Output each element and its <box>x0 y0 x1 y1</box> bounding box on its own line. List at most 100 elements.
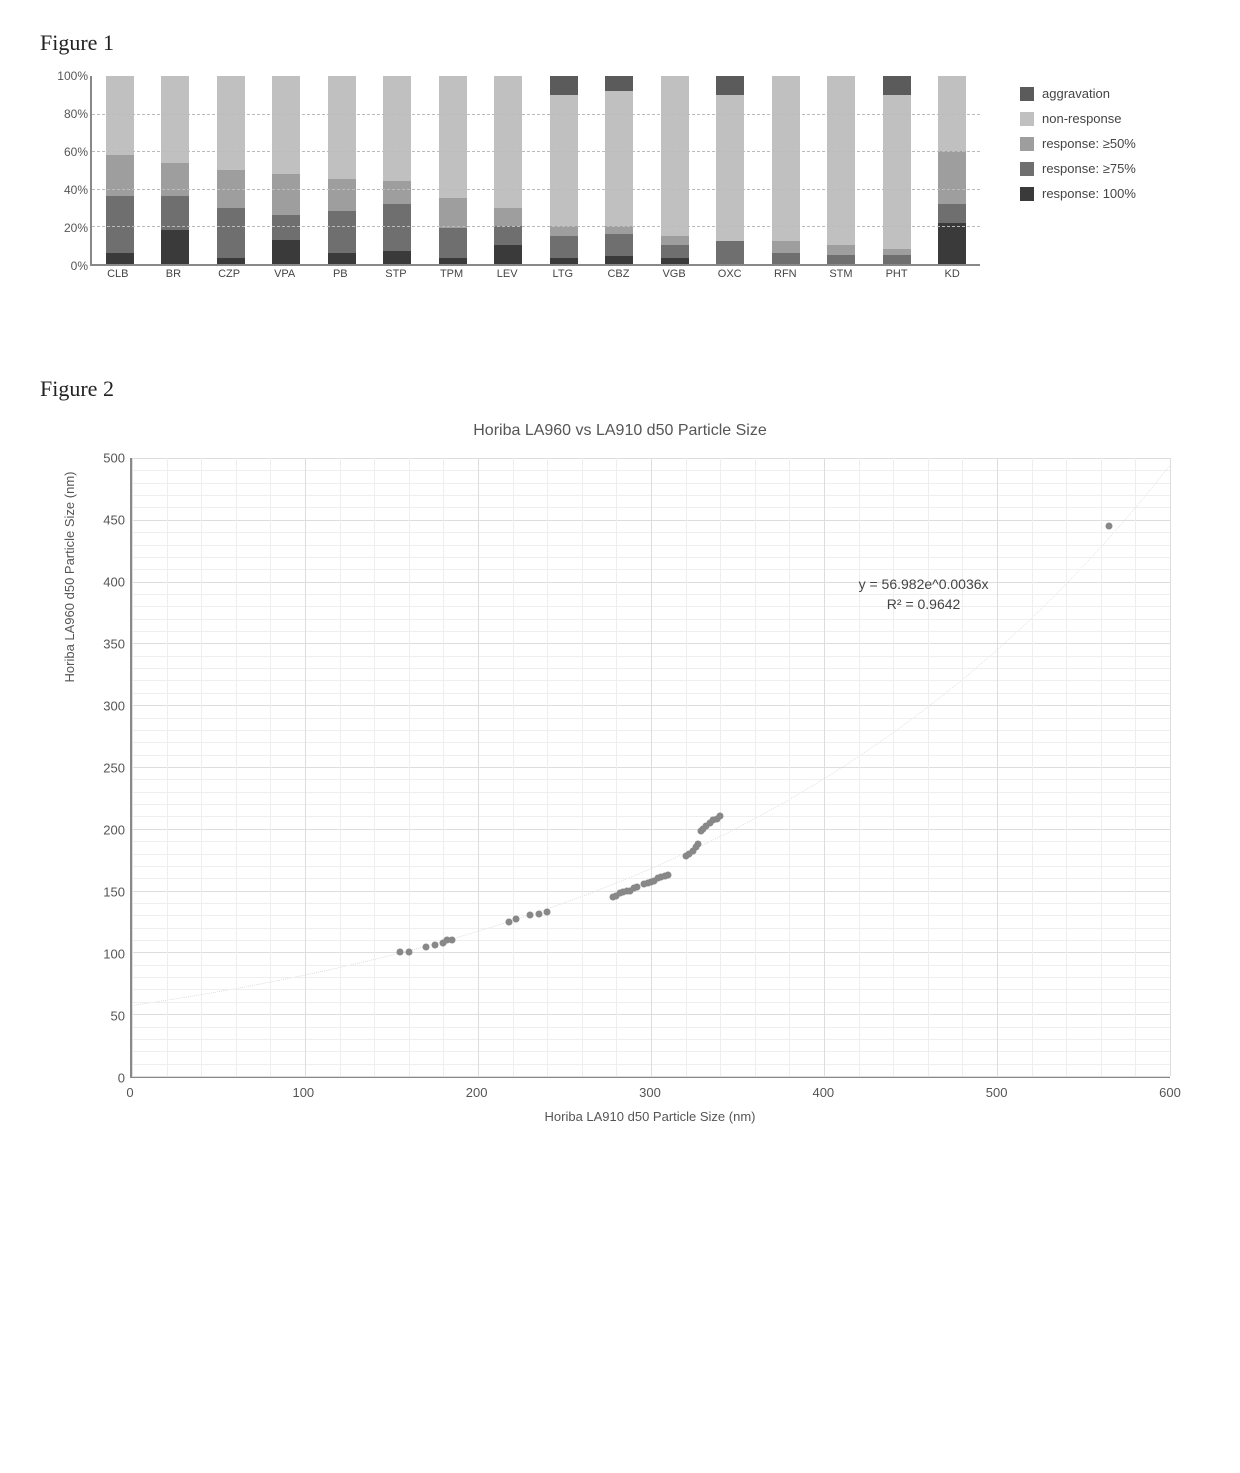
figure2-plot-area: y = 56.982e^0.0036xR² = 0.9642 <box>130 458 1170 1078</box>
figure1-bar-pb <box>328 76 356 264</box>
figure2-gridline <box>824 458 825 1076</box>
figure1-bar-pht <box>883 76 911 264</box>
figure1-xtick: OXC <box>716 268 744 296</box>
figure2-gridline-minor <box>755 458 756 1076</box>
figure2-ytick: 100 <box>70 947 125 962</box>
figure1-segment <box>161 163 189 197</box>
figure1-segment <box>827 76 855 245</box>
figure1-gridline <box>92 151 980 152</box>
figure1-bar-vgb <box>661 76 689 264</box>
figure1-xtick: PB <box>326 268 354 296</box>
figure2-gridline-minor <box>236 458 237 1076</box>
figure2-gridline <box>305 458 306 1076</box>
figure2-gridline-minor <box>1101 458 1102 1076</box>
figure2-xtick: 200 <box>466 1085 488 1100</box>
figure1-legend: aggravationnon-responseresponse: ≥50%res… <box>1020 76 1200 211</box>
figure2-data-point <box>513 916 520 923</box>
figure1-segment <box>328 76 356 179</box>
figure2-equation-line: R² = 0.9642 <box>859 595 989 615</box>
figure1-segment <box>605 91 633 226</box>
figure1-segment <box>272 174 300 215</box>
figure1-ytick: 100% <box>40 69 88 83</box>
figure2-gridline-minor <box>928 458 929 1076</box>
figure1-ytick: 80% <box>40 107 88 121</box>
figure1-segment <box>716 241 744 264</box>
figure1-segment <box>772 241 800 252</box>
figure1-bar-rfn <box>772 76 800 264</box>
figure1-bar-stp <box>383 76 411 264</box>
figure2-gridline-minor <box>616 458 617 1076</box>
figure1-xtick: PHT <box>883 268 911 296</box>
figure2-ytick: 350 <box>70 637 125 652</box>
figure1-segment <box>605 256 633 264</box>
figure1-segment <box>439 258 467 264</box>
figure2-ytick: 450 <box>70 513 125 528</box>
figure2-gridline-minor <box>789 458 790 1076</box>
figure1-segment <box>494 245 522 264</box>
figure2-gridline <box>651 458 652 1076</box>
figure2-gridline-minor <box>270 458 271 1076</box>
figure1-segment <box>106 76 134 155</box>
figure2-ytick: 200 <box>70 823 125 838</box>
figure2-data-point <box>544 908 551 915</box>
figure1-segment <box>661 76 689 236</box>
figure2-equation-line: y = 56.982e^0.0036x <box>859 575 989 595</box>
legend-swatch-icon <box>1020 187 1034 201</box>
figure2-data-point <box>1106 522 1113 529</box>
figure1-segment <box>605 76 633 91</box>
figure2-label: Figure 2 <box>40 376 1200 402</box>
figure1-xtick: BR <box>159 268 187 296</box>
figure1-chart: 0%20%40%60%80%100% CLBBRCZPVPAPBSTPTPMLE… <box>40 76 990 296</box>
figure2-gridline <box>132 458 133 1076</box>
figure1-segment <box>938 204 966 223</box>
figure1-gridline <box>92 226 980 227</box>
figure1-xtick: CBZ <box>604 268 632 296</box>
figure1-ytick: 40% <box>40 183 88 197</box>
figure2-xtick: 600 <box>1159 1085 1181 1100</box>
figure1-segment <box>938 223 966 264</box>
figure1-legend-item: response: ≥75% <box>1020 161 1200 176</box>
figure1-xtick: VPA <box>271 268 299 296</box>
figure2-xtick: 100 <box>292 1085 314 1100</box>
figure2-gridline-minor <box>547 458 548 1076</box>
legend-swatch-icon <box>1020 87 1034 101</box>
figure2-data-point <box>397 949 404 956</box>
figure1-segment <box>161 196 189 230</box>
figure1-segment <box>716 76 744 95</box>
figure1-xtick: VGB <box>660 268 688 296</box>
figure1-segment <box>383 181 411 204</box>
figure1-segment <box>716 95 744 242</box>
figure1-bar-cbz <box>605 76 633 264</box>
figure2-gridline-minor <box>720 458 721 1076</box>
figure1-label: Figure 1 <box>40 30 1200 56</box>
figure2-data-point <box>717 813 724 820</box>
figure2-xtick: 300 <box>639 1085 661 1100</box>
figure1-container: 0%20%40%60%80%100% CLBBRCZPVPAPBSTPTPMLE… <box>40 76 1200 296</box>
figure1-xtick: LTG <box>549 268 577 296</box>
figure2-data-point <box>694 840 701 847</box>
figure1-segment <box>106 253 134 264</box>
figure2-gridline-minor <box>1066 458 1067 1076</box>
figure2-gridline-minor <box>859 458 860 1076</box>
figure2-data-point <box>665 871 672 878</box>
figure2-data-point <box>431 941 438 948</box>
figure1-segment <box>383 76 411 181</box>
figure2-ytick: 150 <box>70 885 125 900</box>
figure1-segment <box>661 236 689 245</box>
figure1-bar-ltg <box>550 76 578 264</box>
figure1-segment <box>550 226 578 235</box>
figure1-segment <box>772 253 800 264</box>
legend-swatch-icon <box>1020 162 1034 176</box>
figure1-segment <box>827 255 855 264</box>
figure1-legend-item: response: ≥50% <box>1020 136 1200 151</box>
figure1-segment <box>827 245 855 254</box>
figure1-xtick: TPM <box>438 268 466 296</box>
figure1-ytick: 0% <box>40 259 88 273</box>
figure2-data-point <box>449 937 456 944</box>
legend-label: response: 100% <box>1042 186 1136 201</box>
figure1-segment <box>272 240 300 264</box>
figure1-gridline <box>92 189 980 190</box>
figure1-segment <box>883 255 911 264</box>
figure2-gridline-minor <box>1135 458 1136 1076</box>
figure1-segment <box>439 198 467 228</box>
